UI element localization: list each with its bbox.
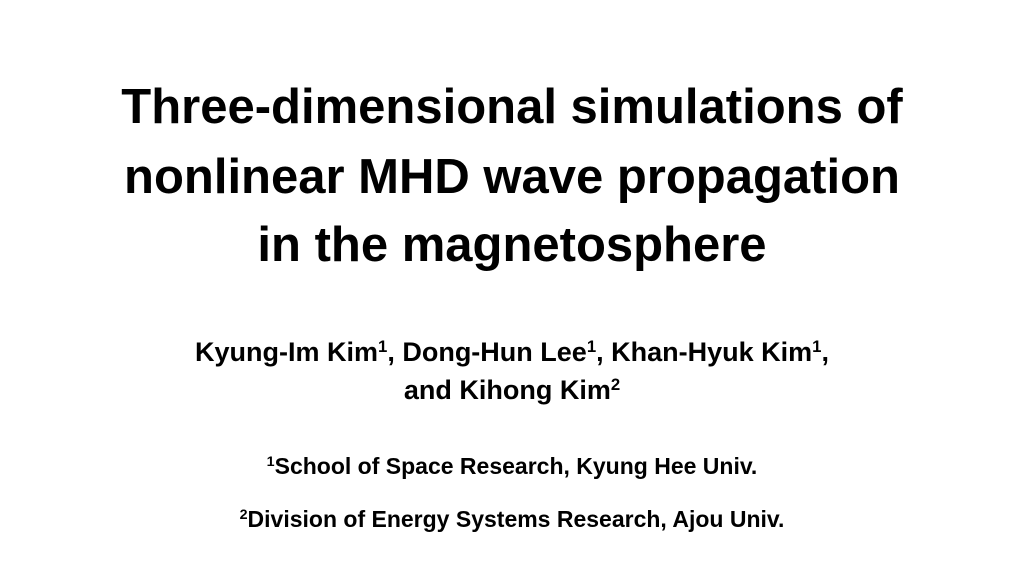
author-mark: 1 — [586, 336, 597, 356]
affiliation-text: School of Space Research, Kyung Hee Univ… — [274, 453, 758, 479]
affiliation: 2Division of Energy Systems Research, Aj… — [0, 504, 1024, 534]
affiliation: 1School of Space Research, Kyung Hee Uni… — [0, 451, 1024, 481]
title-line: nonlinear MHD wave propagation — [124, 150, 900, 204]
author-name: Kyung-Im Kim — [195, 337, 379, 367]
author-name: , Khan-Hyuk Kim — [596, 337, 813, 367]
title-line: Three-dimensional simulations of — [121, 80, 903, 134]
author-mark: 1 — [378, 336, 388, 356]
affiliation-text: Division of Energy Systems Research, Ajo… — [247, 506, 785, 532]
author-line: and Kihong Kim2 — [0, 373, 1024, 407]
affiliation-mark: 1 — [266, 454, 275, 471]
author-name: , Dong-Hun Lee — [387, 337, 587, 367]
author-mark: 1 — [812, 336, 822, 356]
affiliation-mark: 2 — [239, 507, 248, 524]
author-name: and Kihong Kim — [403, 375, 611, 405]
author-separator: , — [821, 337, 829, 367]
author-line: Kyung-Im Kim1, Dong-Hun Lee1, Khan-Hyuk … — [0, 335, 1024, 369]
author-mark: 2 — [610, 374, 621, 394]
title-line: in the magnetosphere — [257, 218, 767, 272]
